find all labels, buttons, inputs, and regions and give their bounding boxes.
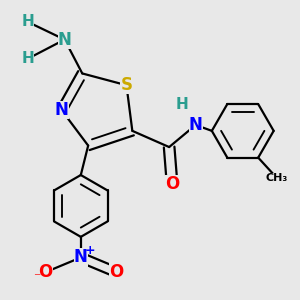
Text: O: O <box>109 263 123 281</box>
Text: N: N <box>58 31 71 49</box>
Text: H: H <box>176 97 189 112</box>
Text: CH₃: CH₃ <box>266 173 288 183</box>
Text: O: O <box>38 263 52 281</box>
Text: H: H <box>21 51 34 66</box>
Text: N: N <box>55 101 69 119</box>
Text: H: H <box>21 14 34 29</box>
Text: O: O <box>165 175 179 193</box>
Text: ⁻: ⁻ <box>33 271 40 285</box>
Text: S: S <box>120 76 132 94</box>
Text: N: N <box>189 116 202 134</box>
Text: +: + <box>84 244 95 256</box>
Text: N: N <box>74 248 88 266</box>
